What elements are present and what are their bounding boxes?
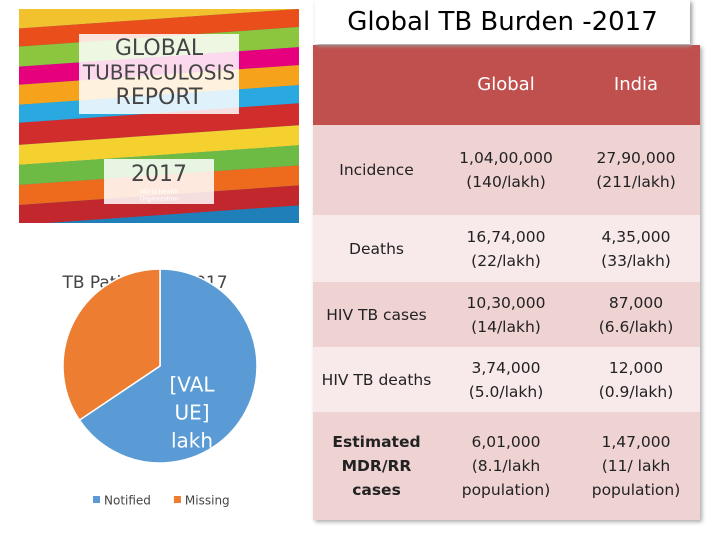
data-label: lakh [171,429,213,453]
header-cell: Global [477,74,535,95]
pie-slice [78,268,258,464]
cell-text: population) [461,481,551,499]
table-cell: 27,90,000 (211/lakh) [572,125,700,215]
cover-text: GLOBAL [115,36,204,61]
table-cell: 6,01,000 (8.1/lakh population) [440,412,572,520]
cell-text: (14/lakh) [471,317,541,336]
cell-text: 3,74,000 [471,358,541,377]
cell-text: (33/lakh) [601,251,671,270]
stripe [19,9,299,49]
cell-text: 10,30,000 [466,293,546,312]
table-cell: Incidence [313,125,440,215]
cell-text: (11/ lakh [601,457,671,475]
cell-text: Estimated [332,433,421,451]
cell-text: 87,000 [608,293,664,312]
cell-text: (140/lakh) [466,173,546,191]
cell-text: HIV TB cases [326,305,427,324]
header-row: Global India [313,45,700,125]
table-cell: 16,74,000 (22/lakh) [440,215,572,282]
cover-text: 2017 [131,162,187,187]
cell-text: 16,74,000 [466,227,546,246]
pie-slice [62,268,161,422]
legend-swatch [93,496,100,503]
table-cell: 1,47,000 (11/ lakh population) [572,412,700,520]
data-label: UE] [174,401,209,425]
legend-label: Missing [185,494,230,508]
table-cell: 12,000 (0.9/lakh) [572,347,700,412]
stripe [19,9,299,31]
table-cell: Estimated MDR/RR cases [313,412,440,520]
cell-text: HIV TB deaths [321,370,432,389]
legend-label: Notified [104,494,151,508]
table-cell: 1,04,00,000 (140/lakh) [440,125,572,215]
table-cell: HIV TB cases [313,282,440,347]
stripe [19,101,299,147]
cover-panel [79,34,239,114]
cell-text: 6,01,000 [471,433,541,451]
cover-panel [104,159,214,204]
cell-text: (5.0/lakh) [468,382,544,401]
legend-swatch [173,496,181,503]
slide-title: Global TB Burden -2017 [315,0,690,44]
cell-text: (8.1/lakh [471,457,541,475]
cover-org: Organization [140,196,179,203]
table-cell: 4,35,000 (33/lakh) [572,215,700,282]
table-cell: 3,74,000 (5.0/lakh) [440,347,572,412]
cell-text: (211/lakh) [596,173,676,191]
table-row: HIV TB deaths 3,74,000 (5.0/lakh) 12,000 (0.… [313,347,700,412]
cell-text: Incidence [339,161,414,179]
stripe [19,203,299,223]
cover-org: World Health [140,189,179,196]
data-label: [VAL [169,373,215,397]
cell-text: 1,47,000 [601,433,671,451]
stripe [19,183,299,223]
cell-text: 27,90,000 [596,149,676,167]
cell-text: MDR/RR [341,457,412,475]
table: Global India Incidence 1,04,00,000 (140/lakh… [313,45,700,520]
cell-text: 1,04,00,000 [459,149,553,167]
cell-text: (0.9/lakh) [598,382,674,401]
cell-text: 12,000 [608,358,664,377]
cover-text: TUBERCULOSIS [82,61,235,85]
table-row: Estimated MDR/RR cases 6,01,000 (8.1/lakh pop… [313,412,700,520]
table-row: Incidence 1,04,00,000 (140/lakh) 27,90,000 (… [313,125,700,215]
table-cell: HIV TB deaths [313,347,440,412]
stripe [19,123,299,167]
cell-text: 4,35,000 [601,227,671,246]
cell-text: population) [591,481,681,499]
pie-chart: TB Patients in 2017 [VALUE]lakhNotifiedM… [61,268,258,508]
table-row: HIV TB cases 10,30,000 (14/lakh) 87,000 (6.6… [313,282,700,347]
header-cell [313,45,440,125]
header-cell: India [613,74,659,95]
cell-text: cases [352,481,401,499]
table-row: Deaths 16,74,000 (22/lakh) 4,35,000 (33/lakh… [313,215,700,282]
report-cover: GLOBAL TUBERCULOSIS REPORT 2017 World He… [19,9,299,223]
table-cell: 87,000 (6.6/lakh) [572,282,700,347]
table-cell: Deaths [313,215,440,282]
cover-text: REPORT [116,85,203,110]
cell-text: (22/lakh) [471,251,541,270]
table-cell: 10,30,000 (14/lakh) [440,282,572,347]
cell-text: (6.6/lakh) [598,317,674,336]
cell-text: Deaths [349,239,404,258]
